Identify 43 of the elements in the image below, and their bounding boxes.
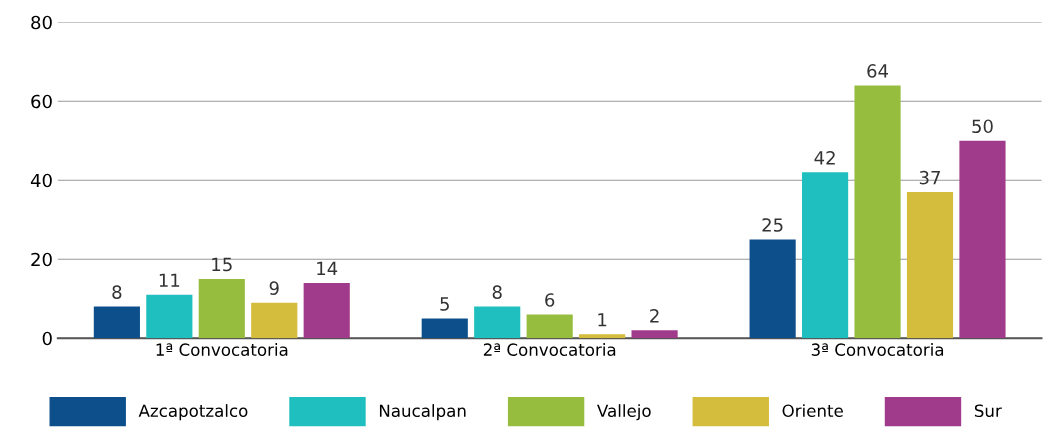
x-tick-label: 2ª Convocatoria [483,343,616,356]
data-label: 9 [269,281,279,295]
data-label: 42 [814,151,835,165]
data-label: 8 [492,285,502,299]
bar [802,172,849,339]
bar [854,85,901,339]
data-label: 8 [112,285,122,299]
x-tick-label: 3ª Convocatoria [811,343,944,356]
data-label: 37 [919,170,940,185]
bar [251,302,298,339]
data-label: 5 [440,297,449,311]
bar [198,278,245,339]
legend-label: Vallejo [597,404,651,421]
y-tick-label: 20 [31,252,52,267]
x-tick-label: 1ª Convocatoria [156,343,288,356]
bar [474,306,521,339]
legend-label: Naucalpan [379,404,466,421]
y-tick-label: 40 [30,173,52,188]
data-label: 6 [545,293,555,307]
data-label: 1 [598,313,607,327]
legend-label: Oriente [782,404,843,418]
bar [93,306,140,339]
bar [749,239,796,339]
bar [579,334,626,339]
y-tick-label: 0 [42,331,52,346]
data-label: 25 [762,218,783,232]
bar [146,294,193,339]
data-label: 15 [212,257,232,272]
data-label: 2 [650,308,659,323]
bar [526,314,573,339]
y-tick-label: 60 [31,94,52,109]
data-label: 50 [972,119,993,134]
data-label: 14 [317,261,338,275]
legend-label: Azcapotzalco [138,404,248,421]
bar [631,330,678,339]
data-label: 64 [867,64,889,78]
bar [303,282,350,339]
bar [421,318,468,339]
y-tick-label: 80 [31,15,52,30]
bar [906,192,954,339]
legend-label: Sur [974,404,1002,418]
bar [959,140,1006,339]
data-label: 11 [159,273,180,287]
